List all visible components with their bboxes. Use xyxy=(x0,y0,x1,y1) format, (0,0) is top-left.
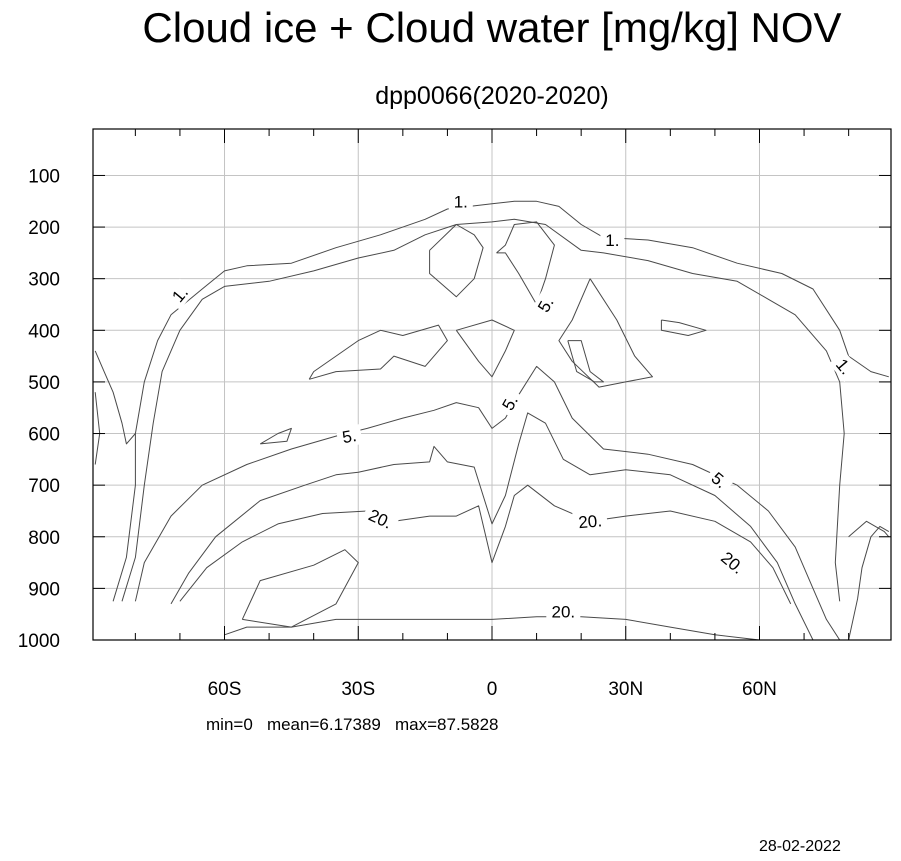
stats-text: min=0 mean=6.17389 max=87.5828 xyxy=(206,715,499,734)
contour-label-7: 5. xyxy=(703,464,736,496)
contour-line-18 xyxy=(848,520,890,538)
contour-line-14 xyxy=(94,350,136,445)
chart-title: Cloud ice + Cloud water [mg/kg] NOV xyxy=(142,4,841,51)
y-tick-label-2: 300 xyxy=(28,270,60,291)
y-tick-label-8: 900 xyxy=(28,579,60,600)
contour-line-8 xyxy=(496,221,555,305)
contour-line-7 xyxy=(429,224,484,298)
axis-ticks xyxy=(93,129,891,641)
contour-line-1 xyxy=(121,218,845,602)
contour-line-16 xyxy=(259,427,292,445)
contour-label-6: 5. xyxy=(335,424,363,449)
x-tick-label-1: 30S xyxy=(341,679,375,700)
x-tick-label-4: 60N xyxy=(742,679,777,700)
contour-label-bg-3 xyxy=(828,350,860,383)
contour-label-bg-7 xyxy=(703,464,736,496)
contour-line-9 xyxy=(558,278,653,388)
x-tick-label-2: 0 xyxy=(487,679,498,700)
date-text: 28-02-2022 xyxy=(759,838,841,855)
y-tick-label-3: 400 xyxy=(28,321,60,342)
contour-line-15 xyxy=(94,392,101,465)
contour-label-11: 20. xyxy=(546,601,581,622)
contour-line-17 xyxy=(848,525,890,641)
contour-label-8: 20. xyxy=(360,502,401,535)
y-tick-label-6: 700 xyxy=(28,476,60,497)
contour-label-0: 1. xyxy=(448,191,473,212)
contour-line-4 xyxy=(179,484,792,605)
contour-label-bg-2 xyxy=(164,278,196,310)
y-tick-label-9: 1000 xyxy=(18,631,60,652)
contour-label-bg-0 xyxy=(448,191,473,212)
contour-label-10: 20. xyxy=(713,544,753,582)
contour-label-text-1: 1. xyxy=(605,231,619,250)
y-tick-labels: 100 200 300 400 500 600 700 800 900 1000 xyxy=(18,166,60,652)
contour-label-5: 5. xyxy=(495,387,525,418)
contour-label-text-0: 1. xyxy=(454,192,468,211)
contour-label-4: 5. xyxy=(530,289,561,320)
contour-label-1: 1. xyxy=(600,230,625,250)
contour-lines xyxy=(94,200,890,641)
x-tick-label-3: 30N xyxy=(608,679,643,700)
contour-label-bg-1 xyxy=(600,230,625,250)
contour-label-bg-11 xyxy=(546,601,581,622)
x-tick-labels: 60S 30S 0 30N 60N xyxy=(208,679,777,700)
contour-labels: 1. 1. 1. 1. 5. 5. 5. 5. 20. 20. 20. 20. xyxy=(164,191,860,622)
contour-line-3 xyxy=(170,412,814,641)
contour-label-9: 20. xyxy=(572,509,608,533)
y-tick-label-1: 200 xyxy=(28,218,60,239)
contour-label-bg-4 xyxy=(530,289,561,320)
x-tick-label-0: 60S xyxy=(208,679,242,700)
contour-label-bg-9 xyxy=(572,509,608,533)
contour-line-13 xyxy=(660,319,707,336)
contour-line-12 xyxy=(455,319,515,378)
chart-subtitle: dpp0066(2020-2020) xyxy=(375,82,609,110)
contour-line-11 xyxy=(308,324,448,380)
contour-label-bg-8 xyxy=(360,502,401,535)
contour-line-6 xyxy=(241,549,359,628)
contour-line-10 xyxy=(567,340,604,383)
contour-label-text-6: 5. xyxy=(341,426,358,447)
y-tick-label-5: 600 xyxy=(28,425,60,446)
contour-label-text-9: 20. xyxy=(578,511,603,532)
contour-label-3: 1. xyxy=(828,350,860,383)
y-tick-label-0: 100 xyxy=(28,166,60,187)
contour-line-2 xyxy=(134,365,841,641)
contour-label-bg-10 xyxy=(713,544,753,582)
y-tick-label-7: 800 xyxy=(28,528,60,549)
contour-label-bg-5 xyxy=(495,387,525,418)
y-tick-label-4: 500 xyxy=(28,373,60,394)
contour-label-bg-6 xyxy=(335,424,363,449)
contour-label-2: 1. xyxy=(164,278,196,310)
contour-label-text-11: 20. xyxy=(551,603,575,622)
